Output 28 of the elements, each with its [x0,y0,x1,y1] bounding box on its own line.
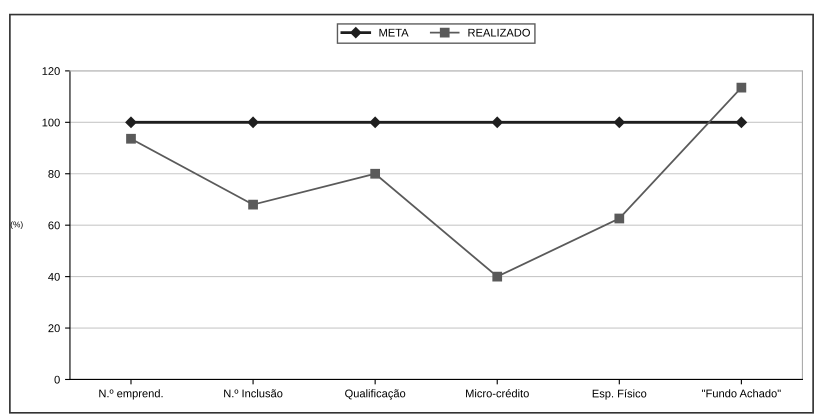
legend-label: META [379,28,409,36]
legend-label: REALIZADO [468,28,530,37]
y-tick-label: 40 [48,272,60,281]
y-tick-label: 80 [48,170,60,178]
x-tick-label: Esp. Físico [592,389,646,400]
point [614,116,625,128]
point [614,214,624,224]
y-tick-label: 0 [54,376,60,384]
point [736,116,747,128]
y-tick-label: 60 [48,221,60,230]
x-tick-label: N.º emprend. [99,389,163,400]
point [247,116,259,128]
point [492,272,502,282]
y-tick-label: 100 [42,118,60,126]
point [492,116,503,128]
y-tick-label: 20 [48,324,60,332]
y-axis-title: (%) [10,221,23,230]
point [736,82,746,92]
point [370,116,381,128]
y-tick-label: 120 [42,67,60,76]
point [125,116,137,128]
x-tick-label: Qualificação [345,389,406,400]
x-tick-label: "Fundo Achado" [702,389,781,398]
point [370,168,380,179]
x-tick-label: N.º Inclusão [224,389,282,398]
point [248,200,258,210]
point [126,134,136,144]
x-tick-label: Micro-crédito [466,389,529,398]
